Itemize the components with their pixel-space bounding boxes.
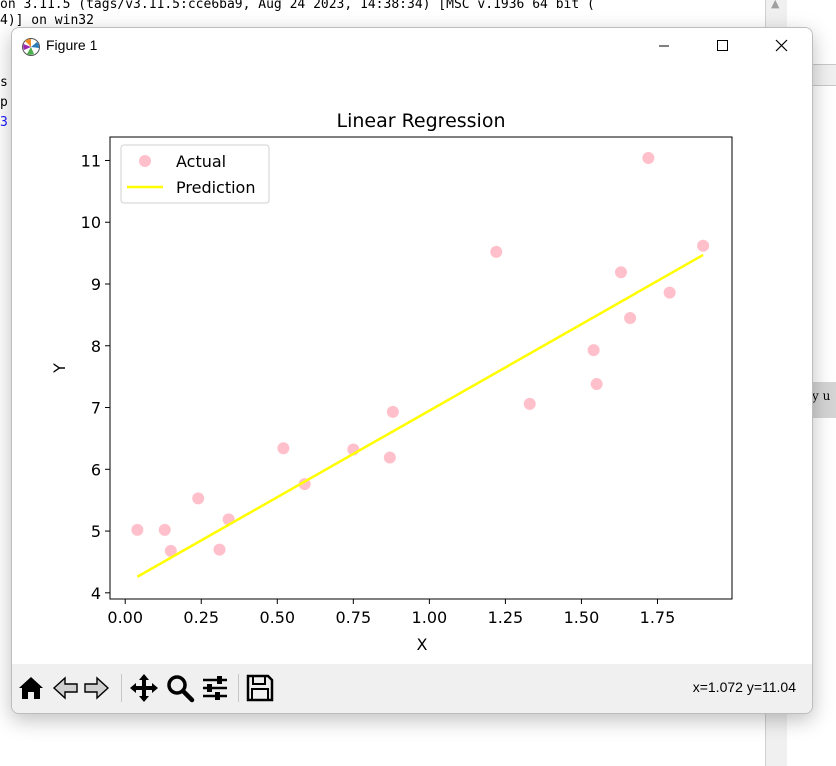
navigation-toolbar: x=1.072 y=11.04 xyxy=(12,664,812,713)
cursor-coordinates: x=1.072 y=11.04 xyxy=(692,679,796,695)
actual-point xyxy=(213,543,226,556)
y-axis-ticks: 4 5 6 7 8 9 10 11 xyxy=(81,151,110,603)
actual-point xyxy=(158,523,171,536)
chart-title: Linear Regression xyxy=(336,110,505,132)
home-icon[interactable] xyxy=(16,673,46,703)
background-panel-strip xyxy=(810,64,836,86)
maximize-button[interactable] xyxy=(694,28,750,64)
actual-point xyxy=(697,239,710,252)
scatter-points xyxy=(131,152,710,557)
shell-banner-line-2: 4)] on win32 xyxy=(0,13,94,28)
actual-point xyxy=(164,544,177,557)
y-tick-label: 8 xyxy=(91,337,101,356)
shell-banner-line: on 3.11.5 (tags/v3.11.5:cce6ba9, Aug 24 … xyxy=(0,0,595,12)
actual-point xyxy=(192,492,205,505)
toolbar-separator xyxy=(121,674,122,702)
matplotlib-icon xyxy=(22,38,40,56)
actual-point xyxy=(523,397,536,410)
plot-canvas[interactable]: Linear Regression 0.00 0.25 0.50 0.75 1.00 1.… xyxy=(12,64,812,664)
background-panel-label: y u xyxy=(810,382,836,418)
legend-actual-label: Actual xyxy=(176,152,226,171)
x-tick-label: 1.00 xyxy=(412,608,448,627)
actual-point xyxy=(277,442,290,455)
y-tick-label: 9 xyxy=(91,275,101,294)
window-title: Figure 1 xyxy=(46,37,98,53)
y-tick-label: 10 xyxy=(81,213,101,232)
configure-subplots-icon[interactable] xyxy=(200,673,230,703)
scroll-up-arrow-icon[interactable]: ▲ xyxy=(771,0,780,10)
shell-prompt-fragment: 3 xyxy=(0,115,8,130)
x-tick-label: 1.75 xyxy=(640,608,676,627)
prediction-line-group xyxy=(136,253,704,578)
y-axis-label: Y xyxy=(50,363,69,374)
shell-text-fragment: s xyxy=(0,75,8,90)
legend-prediction-label: Prediction xyxy=(176,178,255,197)
x-tick-label: 0.25 xyxy=(183,608,219,627)
legend: Actual Prediction xyxy=(120,144,270,204)
axes-frame xyxy=(109,136,733,600)
y-tick-label: 6 xyxy=(91,460,101,479)
y-tick-label: 11 xyxy=(81,151,101,170)
y-tick-label: 4 xyxy=(91,584,101,603)
figure-window[interactable]: Figure 1 Linear Regression 0.00 0.25 0.50 0… xyxy=(11,27,813,714)
window-titlebar[interactable]: Figure 1 xyxy=(12,28,812,64)
back-icon[interactable] xyxy=(50,673,80,703)
prediction-line xyxy=(136,253,704,578)
y-tick-label: 5 xyxy=(91,522,101,541)
minimize-button[interactable] xyxy=(637,28,693,64)
zoom-icon[interactable] xyxy=(165,673,195,703)
actual-point xyxy=(642,152,655,164)
actual-point xyxy=(590,378,603,391)
forward-icon[interactable] xyxy=(82,673,112,703)
legend-box xyxy=(120,144,270,204)
pan-icon[interactable] xyxy=(129,673,159,703)
actual-point xyxy=(614,266,627,279)
actual-point xyxy=(624,311,637,324)
actual-point xyxy=(386,405,399,418)
toolbar-separator xyxy=(238,674,239,702)
x-tick-label: 0.75 xyxy=(336,608,372,627)
actual-point xyxy=(663,286,676,299)
y-tick-label: 7 xyxy=(91,399,101,418)
shell-text-fragment: p xyxy=(0,95,8,110)
x-axis-label: X xyxy=(417,635,428,654)
close-button[interactable] xyxy=(754,28,810,64)
actual-point xyxy=(490,245,503,258)
x-tick-label: 1.25 xyxy=(488,608,524,627)
x-tick-label: 0.50 xyxy=(259,608,295,627)
x-tick-label: 1.50 xyxy=(564,608,600,627)
actual-point xyxy=(587,344,600,357)
x-tick-label: 0.00 xyxy=(107,608,143,627)
actual-point xyxy=(131,523,144,536)
actual-point xyxy=(383,451,396,464)
legend-actual-marker xyxy=(139,155,151,167)
x-axis-ticks: 0.00 0.25 0.50 0.75 1.00 1.25 1.50 1.75 xyxy=(107,599,675,627)
save-icon[interactable] xyxy=(245,673,275,703)
